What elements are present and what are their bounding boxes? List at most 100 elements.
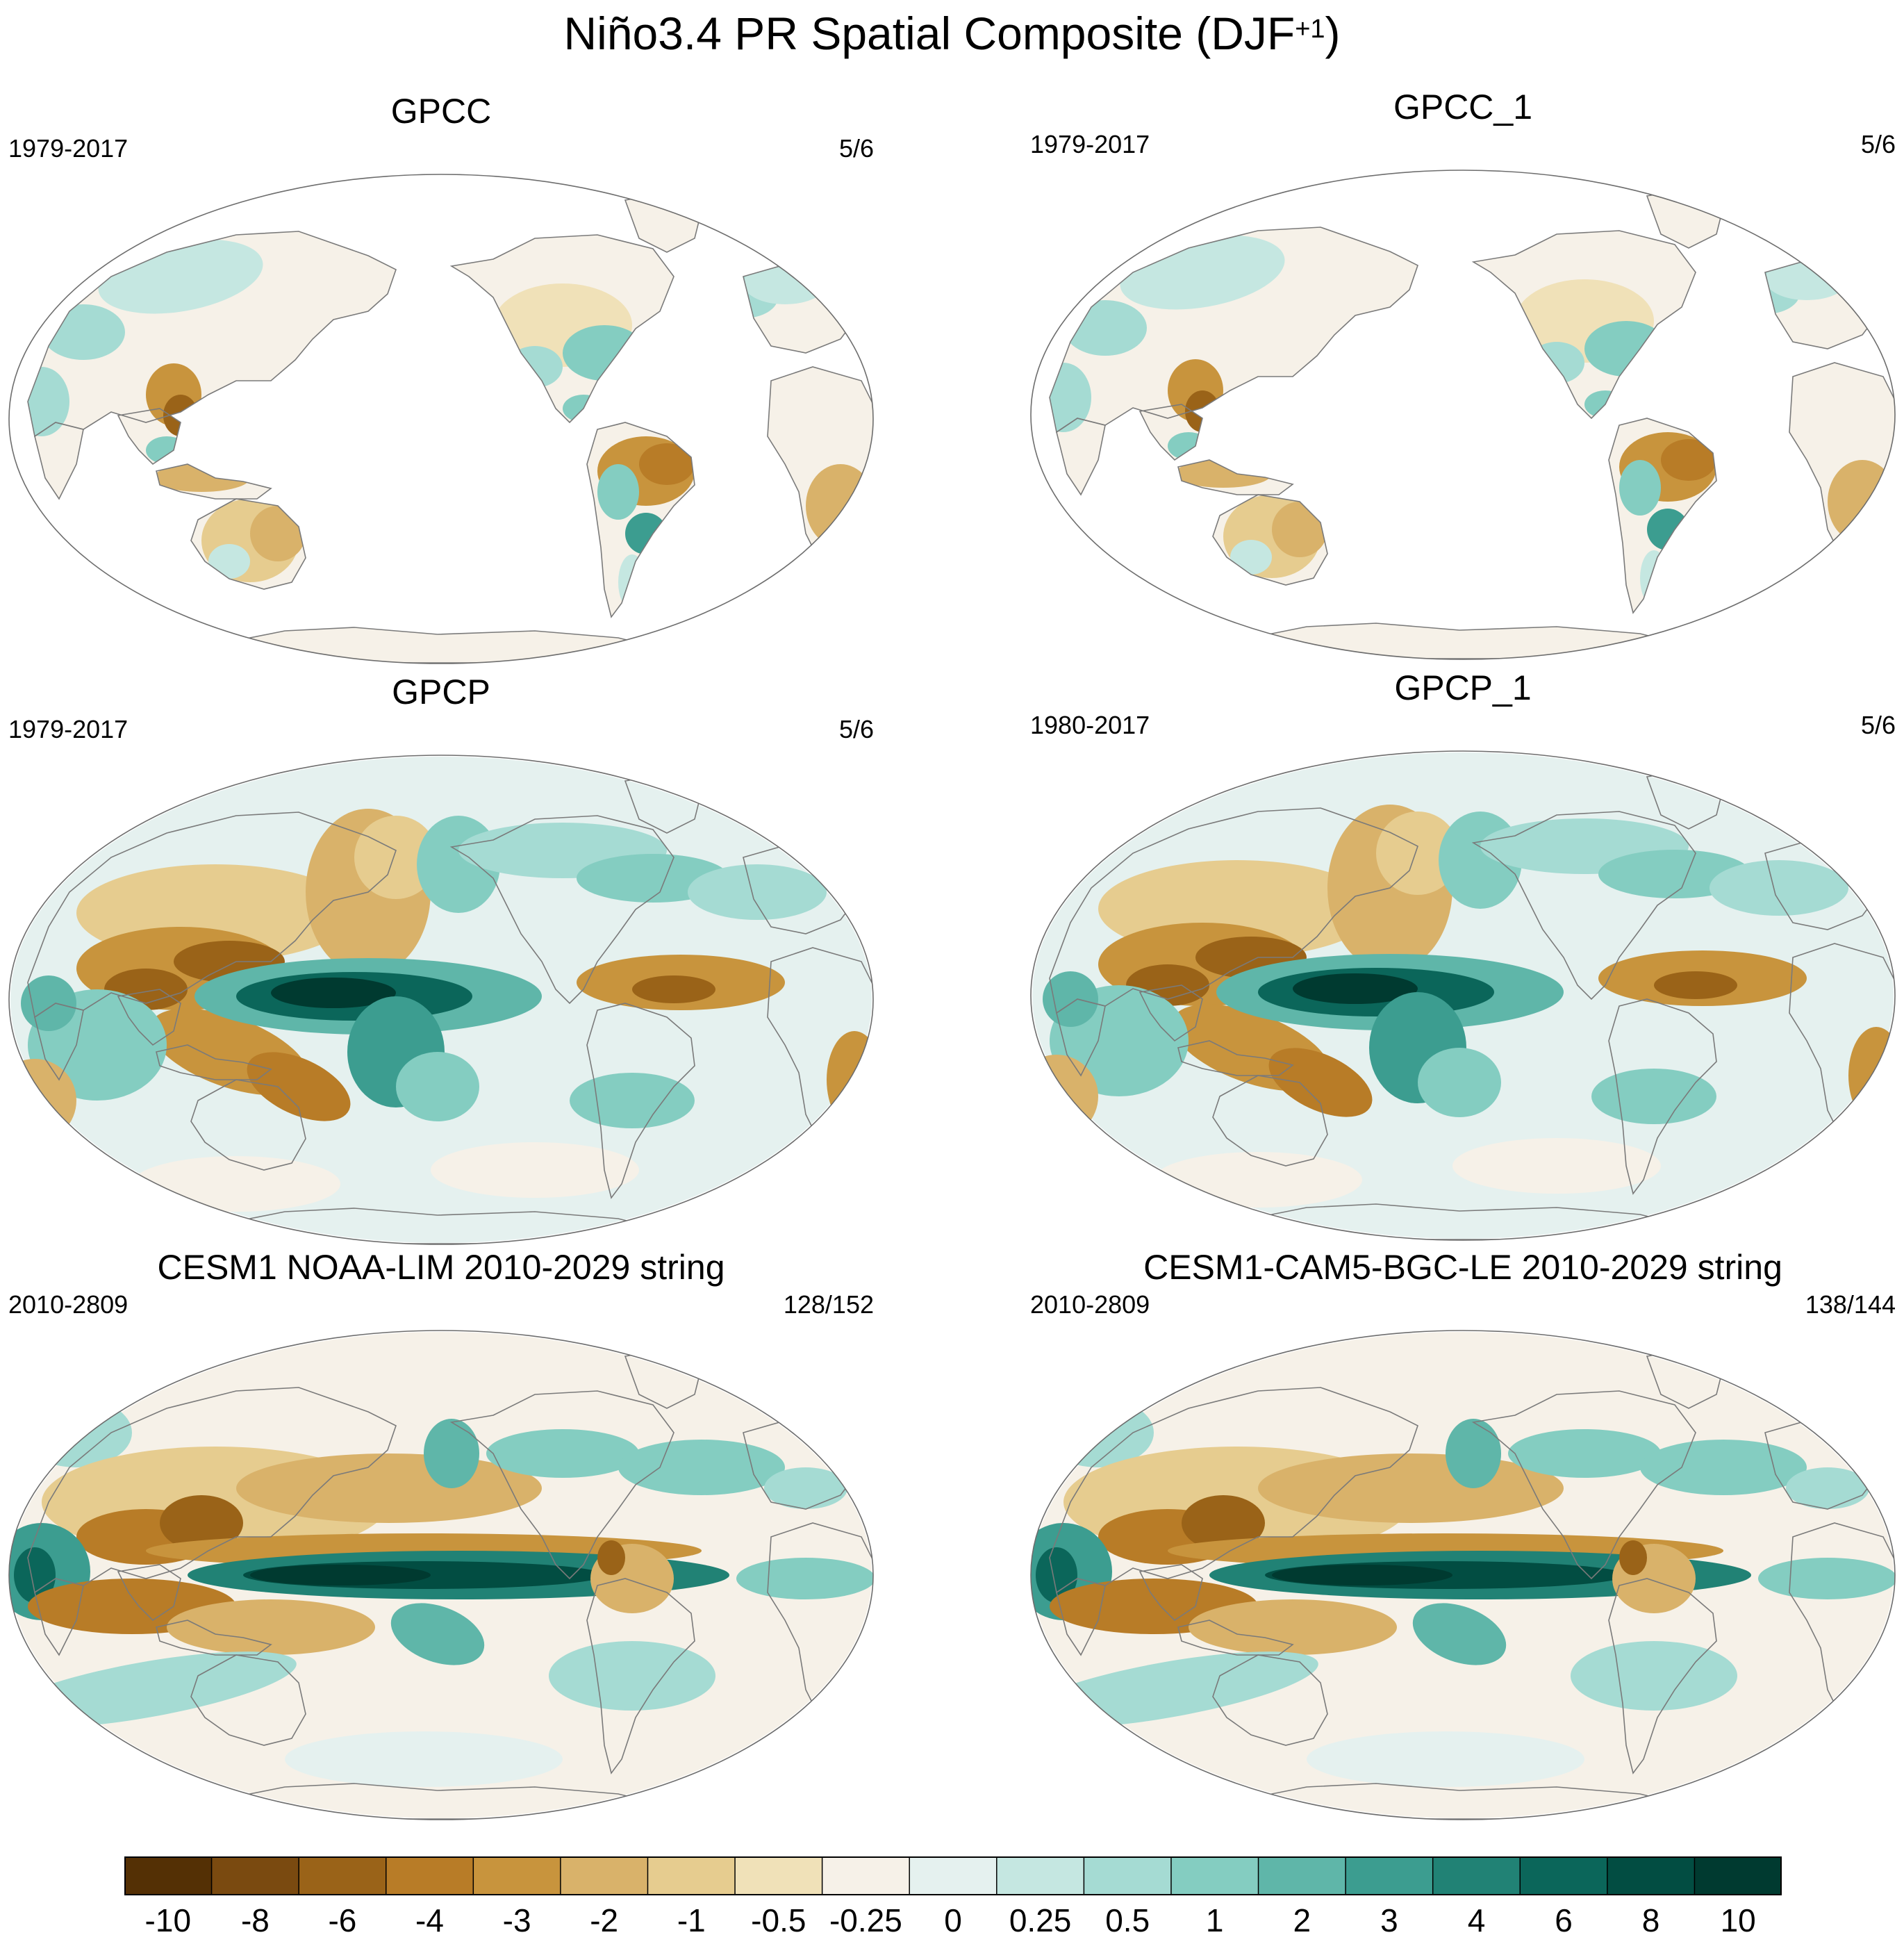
coastline-seasia [1139,1564,1203,1622]
anomaly-region [1758,1558,1895,1599]
anomaly-region [431,1142,639,1198]
colorbar-tick-label: 0 [944,1902,962,1938]
coastline-india [34,1578,84,1656]
anomaly-region [639,443,695,485]
world-map [8,755,874,1245]
anomaly-region [806,464,873,547]
anomaly-region [208,544,250,579]
anomaly-region [632,975,715,1003]
panel-member-count: 5/6 [838,715,874,743]
coastline-asia [27,231,397,438]
anomaly-region [1293,973,1418,1004]
panel-title: GPCC [390,92,492,131]
colorbar-swatch [299,1856,387,1895]
colorbar-swatch [1258,1856,1346,1895]
panel-year-range: 1980-2017 [1030,711,1150,739]
colorbar-swatch [1170,1856,1259,1895]
coastline-islands [1177,1040,1294,1076]
colorbar-swatch [124,1856,213,1895]
coastline-australia [190,1079,306,1171]
map-outline [1030,750,1896,1241]
colorbar-tick-label: 0.5 [1105,1902,1150,1938]
anomaly-region [1376,812,1459,895]
anomaly-region [1619,460,1661,516]
coastline-india [1056,1578,1106,1656]
panel-year-range: 1979-2017 [8,715,129,743]
colorbar-tick-label: 8 [1641,1902,1660,1938]
anomaly-region [14,1547,56,1603]
map-panel-gpcc-1: GPCC_1 1979-2017 5/6 [1022,86,1904,670]
coastline-asia [27,812,397,1019]
coastline-india [34,1003,84,1081]
anomaly-region [167,1599,375,1655]
anomaly-field [1031,752,1895,1239]
colorbar-labels: -10 -8 -6 -4 -3 -2 -1 -0.5 -0.25 0 0.25 0.5 1 2 3 4 6 8 10 [0,1902,1904,1944]
anomaly-region [1654,971,1737,999]
coastline-islands [156,1620,272,1656]
colorbar-tick-label: 10 [1720,1902,1756,1938]
colorbar [124,1856,1782,1895]
colorbar-swatch [822,1856,910,1895]
coastline-islands [156,1044,272,1080]
colorbar-tick-label: -3 [502,1902,531,1938]
anomaly-region [570,1073,695,1128]
anomaly-region [247,1052,351,1121]
colorbar-tick-label: -0.25 [829,1902,902,1938]
colorbar-tick-label: -6 [328,1902,357,1938]
coastline-seasia [117,1564,181,1622]
colorbar-tick-label: 4 [1467,1902,1486,1938]
coastline-australia [1212,494,1328,586]
anomaly-region [1189,1599,1397,1655]
map-panel-cesm1-noaa-lim: CESM1 NOAA-LIM 2010-2029 string 2010-280… [0,1246,882,1830]
anomaly-region [549,1641,715,1711]
anomaly-region [1508,1429,1661,1478]
colorbar-swatch [1694,1856,1782,1895]
colorbar-swatch [473,1856,561,1895]
anomaly-region [1640,1440,1807,1495]
anomaly-region [1446,1419,1501,1488]
figure-title: Niño3.4 PR Spatial Composite (DJF+1) [563,8,1341,59]
coastline-islands [1177,459,1294,495]
panel-title: GPCP [392,673,490,711]
coastline-asia [1049,1387,1418,1594]
world-map [8,1330,874,1820]
panel-title: GPCP_1 [1394,668,1532,707]
panel-year-range: 2010-2809 [1030,1290,1150,1319]
world-map [8,174,874,664]
panel-member-count: 128/152 [783,1290,874,1319]
coastline-australia [1212,1075,1328,1167]
coastline-asia [1049,807,1418,1014]
anomaly-region [1036,1547,1077,1603]
panel-year-range: 1979-2017 [1030,130,1150,158]
coastline-seasia [1139,404,1203,461]
colorbar-tick-label: 6 [1555,1902,1573,1938]
colorbar-swatch [560,1856,648,1895]
coastline-australia [190,498,306,590]
map-outline [1030,1330,1896,1820]
map-panel-cesm1-cam5-bgc-le: CESM1-CAM5-BGC-LE 2010-2029 string 2010-… [1022,1246,1904,1830]
coastlines [27,192,873,664]
anomaly-region [486,1429,639,1478]
colorbar-swatch [909,1856,997,1895]
panel-title: CESM1 NOAA-LIM 2010-2029 string [157,1248,725,1287]
anomaly-region [1591,1069,1716,1124]
coastline-namerica [1471,1390,1696,1580]
anomaly-region [354,816,438,899]
coastline-india [34,422,84,500]
panel-member-count: 5/6 [838,134,874,163]
coastline-samerica [586,1003,695,1199]
coastline-namerica [1471,230,1696,420]
anomaly-field [1031,1332,1895,1818]
world-map [1030,750,1896,1241]
panel-member-count: 5/6 [1860,130,1896,158]
anomaly-region [1182,1495,1265,1551]
coastline-india [1056,418,1106,496]
coastline-namerica [449,815,674,1005]
anomaly-region [764,1467,847,1509]
anomaly-region [396,1052,479,1121]
coastline-samerica [586,422,695,618]
world-map [1030,170,1896,660]
anomaly-region [1043,971,1098,1027]
map-outline [8,755,874,1245]
colorbar-tick-label: -2 [590,1902,619,1938]
